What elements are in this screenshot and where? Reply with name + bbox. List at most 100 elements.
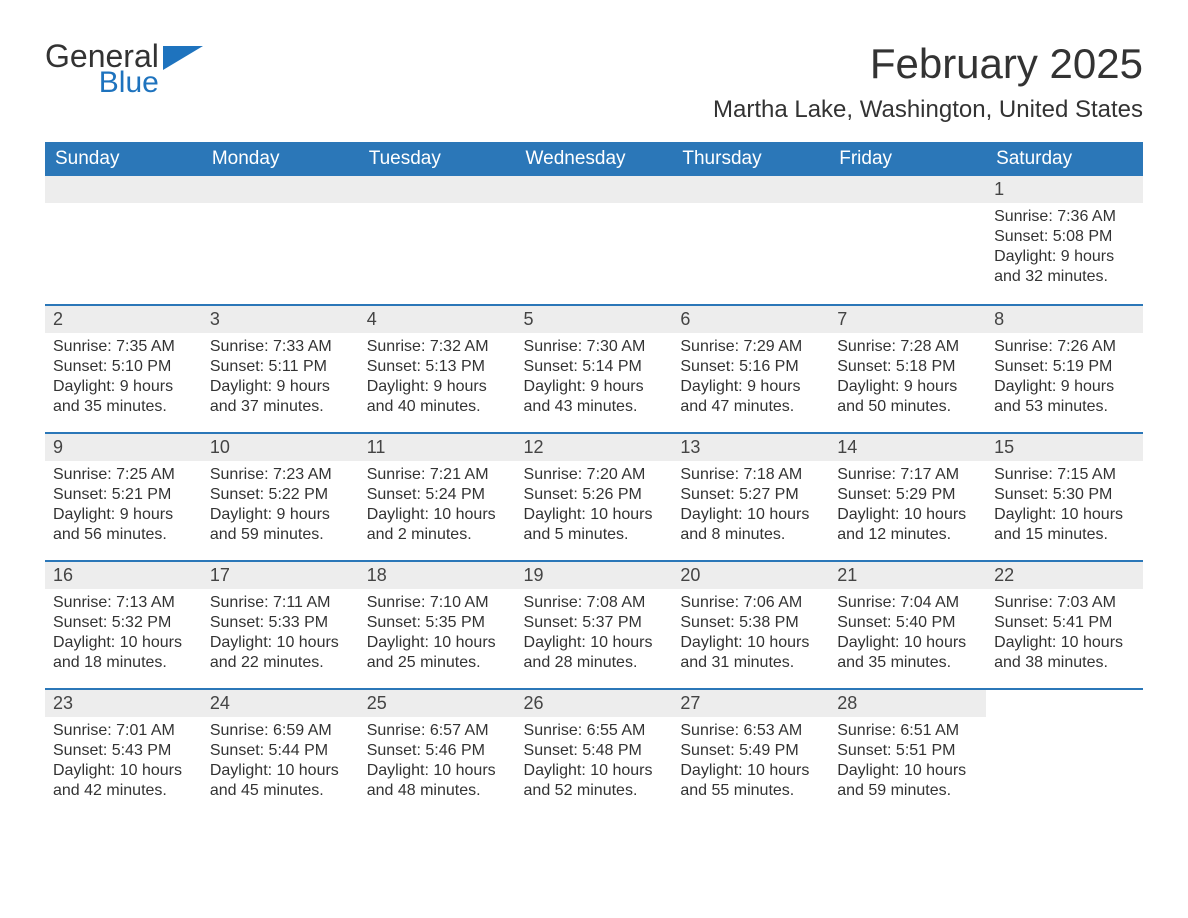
empty-cell (359, 176, 516, 304)
empty-cell (202, 176, 359, 304)
day-number: 7 (829, 304, 986, 333)
empty-cell (672, 176, 829, 304)
daylight-line1: Daylight: 10 hours (524, 633, 665, 653)
daylight-line2: and 35 minutes. (837, 653, 978, 673)
sunrise: Sunrise: 7:10 AM (367, 593, 508, 613)
logo-flag-icon (163, 46, 203, 72)
day-cell: 16Sunrise: 7:13 AMSunset: 5:32 PMDayligh… (45, 560, 202, 688)
weekday-header: Friday (829, 142, 986, 176)
day-content: Sunrise: 6:57 AMSunset: 5:46 PMDaylight:… (359, 717, 516, 809)
daylight-line2: and 8 minutes. (680, 525, 821, 545)
day-number: 14 (829, 432, 986, 461)
daylight-line2: and 56 minutes. (53, 525, 194, 545)
daylight-line1: Daylight: 10 hours (367, 761, 508, 781)
sunset: Sunset: 5:19 PM (994, 357, 1135, 377)
empty-cell (829, 176, 986, 304)
sunset: Sunset: 5:46 PM (367, 741, 508, 761)
daylight-line2: and 18 minutes. (53, 653, 194, 673)
sunset: Sunset: 5:26 PM (524, 485, 665, 505)
day-content: Sunrise: 7:01 AMSunset: 5:43 PMDaylight:… (45, 717, 202, 809)
daylight-line2: and 40 minutes. (367, 397, 508, 417)
week-row: 2Sunrise: 7:35 AMSunset: 5:10 PMDaylight… (45, 304, 1143, 432)
day-cell: 19Sunrise: 7:08 AMSunset: 5:37 PMDayligh… (516, 560, 673, 688)
daylight-line2: and 59 minutes. (210, 525, 351, 545)
day-cell: 14Sunrise: 7:17 AMSunset: 5:29 PMDayligh… (829, 432, 986, 560)
title-block: February 2025 Martha Lake, Washington, U… (713, 40, 1143, 124)
day-cell: 3Sunrise: 7:33 AMSunset: 5:11 PMDaylight… (202, 304, 359, 432)
day-cell: 7Sunrise: 7:28 AMSunset: 5:18 PMDaylight… (829, 304, 986, 432)
sunset: Sunset: 5:44 PM (210, 741, 351, 761)
day-number: 16 (45, 560, 202, 589)
daylight-line2: and 12 minutes. (837, 525, 978, 545)
day-cell: 4Sunrise: 7:32 AMSunset: 5:13 PMDaylight… (359, 304, 516, 432)
weekday-header: Thursday (672, 142, 829, 176)
day-number: 5 (516, 304, 673, 333)
daylight-line2: and 32 minutes. (994, 267, 1135, 287)
day-content: Sunrise: 7:15 AMSunset: 5:30 PMDaylight:… (986, 461, 1143, 553)
daylight-line1: Daylight: 9 hours (210, 377, 351, 397)
day-content: Sunrise: 7:06 AMSunset: 5:38 PMDaylight:… (672, 589, 829, 681)
daylight-line1: Daylight: 9 hours (210, 505, 351, 525)
day-content: Sunrise: 7:08 AMSunset: 5:37 PMDaylight:… (516, 589, 673, 681)
sunrise: Sunrise: 7:35 AM (53, 337, 194, 357)
day-content: Sunrise: 7:18 AMSunset: 5:27 PMDaylight:… (672, 461, 829, 553)
day-content: Sunrise: 7:35 AMSunset: 5:10 PMDaylight:… (45, 333, 202, 425)
empty-cell (45, 176, 202, 304)
day-cell: 17Sunrise: 7:11 AMSunset: 5:33 PMDayligh… (202, 560, 359, 688)
day-cell: 6Sunrise: 7:29 AMSunset: 5:16 PMDaylight… (672, 304, 829, 432)
day-cell: 2Sunrise: 7:35 AMSunset: 5:10 PMDaylight… (45, 304, 202, 432)
sunrise: Sunrise: 7:30 AM (524, 337, 665, 357)
day-cell: 11Sunrise: 7:21 AMSunset: 5:24 PMDayligh… (359, 432, 516, 560)
day-cell: 21Sunrise: 7:04 AMSunset: 5:40 PMDayligh… (829, 560, 986, 688)
day-content: Sunrise: 7:30 AMSunset: 5:14 PMDaylight:… (516, 333, 673, 425)
day-number: 21 (829, 560, 986, 589)
sunrise: Sunrise: 7:25 AM (53, 465, 194, 485)
daylight-line1: Daylight: 10 hours (994, 505, 1135, 525)
sunset: Sunset: 5:21 PM (53, 485, 194, 505)
daylight-line2: and 42 minutes. (53, 781, 194, 801)
daylight-line2: and 38 minutes. (994, 653, 1135, 673)
daylight-line1: Daylight: 9 hours (680, 377, 821, 397)
day-cell: 20Sunrise: 7:06 AMSunset: 5:38 PMDayligh… (672, 560, 829, 688)
day-number: 20 (672, 560, 829, 589)
week-row: 23Sunrise: 7:01 AMSunset: 5:43 PMDayligh… (45, 688, 1143, 816)
day-number: 10 (202, 432, 359, 461)
daylight-line1: Daylight: 9 hours (994, 377, 1135, 397)
sunrise: Sunrise: 6:57 AM (367, 721, 508, 741)
sunrise: Sunrise: 7:26 AM (994, 337, 1135, 357)
daylight-line1: Daylight: 10 hours (837, 633, 978, 653)
sunset: Sunset: 5:37 PM (524, 613, 665, 633)
day-number: 24 (202, 688, 359, 717)
sunrise: Sunrise: 7:21 AM (367, 465, 508, 485)
sunrise: Sunrise: 6:55 AM (524, 721, 665, 741)
sunset: Sunset: 5:29 PM (837, 485, 978, 505)
daylight-line1: Daylight: 9 hours (53, 505, 194, 525)
daylight-line2: and 43 minutes. (524, 397, 665, 417)
sunset: Sunset: 5:13 PM (367, 357, 508, 377)
daylight-line1: Daylight: 10 hours (210, 761, 351, 781)
day-number: 6 (672, 304, 829, 333)
day-cell: 13Sunrise: 7:18 AMSunset: 5:27 PMDayligh… (672, 432, 829, 560)
daylight-line1: Daylight: 10 hours (53, 761, 194, 781)
day-number: 23 (45, 688, 202, 717)
daylight-line2: and 50 minutes. (837, 397, 978, 417)
day-cell: 12Sunrise: 7:20 AMSunset: 5:26 PMDayligh… (516, 432, 673, 560)
sunset: Sunset: 5:43 PM (53, 741, 194, 761)
sunrise: Sunrise: 7:17 AM (837, 465, 978, 485)
day-content: Sunrise: 7:11 AMSunset: 5:33 PMDaylight:… (202, 589, 359, 681)
sunrise: Sunrise: 6:51 AM (837, 721, 978, 741)
weekday-header: Wednesday (516, 142, 673, 176)
logo: General Blue (45, 40, 203, 98)
day-content: Sunrise: 7:13 AMSunset: 5:32 PMDaylight:… (45, 589, 202, 681)
day-number: 15 (986, 432, 1143, 461)
daylight-line2: and 22 minutes. (210, 653, 351, 673)
sunrise: Sunrise: 7:03 AM (994, 593, 1135, 613)
sunset: Sunset: 5:24 PM (367, 485, 508, 505)
day-cell: 22Sunrise: 7:03 AMSunset: 5:41 PMDayligh… (986, 560, 1143, 688)
sunset: Sunset: 5:41 PM (994, 613, 1135, 633)
weekday-header-row: Sunday Monday Tuesday Wednesday Thursday… (45, 142, 1143, 176)
daylight-line1: Daylight: 9 hours (994, 247, 1135, 267)
daylight-line2: and 25 minutes. (367, 653, 508, 673)
location: Martha Lake, Washington, United States (713, 96, 1143, 124)
sunrise: Sunrise: 6:59 AM (210, 721, 351, 741)
